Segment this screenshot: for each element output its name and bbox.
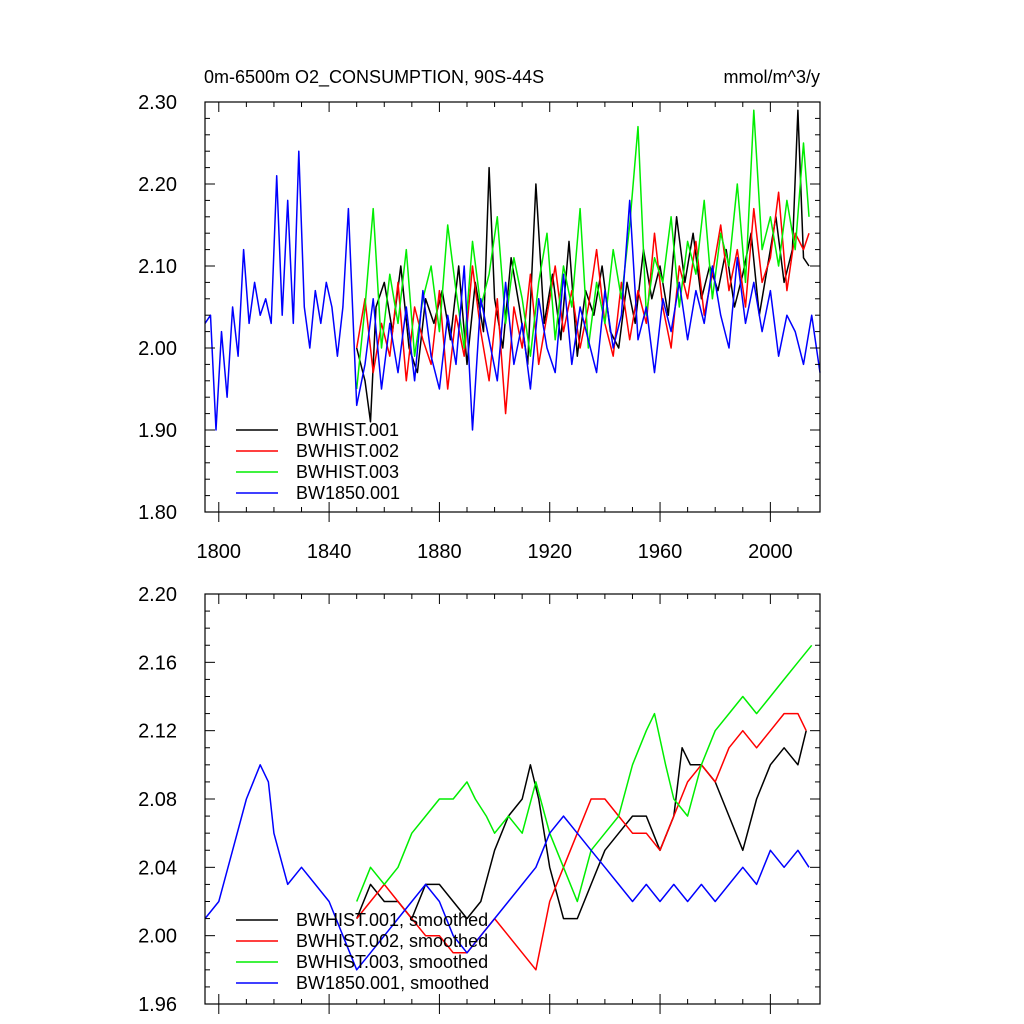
series-line-1-2 [355, 191, 810, 415]
y-tick-label: 2.00 [138, 926, 177, 948]
x-tick-label: 1880 [417, 541, 462, 563]
top-panel-units: mmol/m^3/y [724, 67, 820, 87]
legend-label: BWHIST.002, smoothed [296, 931, 488, 951]
legend-label: BWHIST.003 [296, 462, 399, 482]
y-tick-label: 2.12 [138, 721, 177, 743]
legend-label: BW1850.001 [296, 483, 400, 503]
series-line-1-3 [355, 109, 810, 390]
bottom-panel: 1.96 2.00 2.04 2.08 2.12 2.16 2.20 BWHIST.001, … [138, 584, 821, 1016]
series-line-2-3 [356, 644, 813, 903]
legend-label: BWHIST.002 [296, 441, 399, 461]
series-line-2-1 [356, 730, 807, 920]
x-tick-label: 2000 [748, 541, 793, 563]
y-tick-label: 2.00 [138, 338, 177, 360]
x-tick-label: 1920 [527, 541, 572, 563]
y-tick-label: 2.20 [138, 174, 177, 196]
y-tick-label: 2.08 [138, 789, 177, 811]
plot-frame [204, 101, 821, 513]
y-tick-label: 2.30 [138, 92, 177, 114]
y-tick-label: 1.90 [138, 420, 177, 442]
top-panel-title: 0m-6500m O2_CONSUMPTION, 90S-44S [204, 67, 544, 88]
series-line-2-2 [356, 712, 807, 971]
legend-label: BW1850.001, smoothed [296, 973, 489, 993]
series-line-1-4 [204, 150, 821, 431]
y-tick-label: 2.20 [138, 584, 177, 606]
y-tick-label: 1.80 [138, 502, 177, 524]
y-tick-label: 2.16 [138, 652, 177, 674]
y-tick-label: 1.96 [138, 994, 177, 1016]
top-panel: 0m-6500m O2_CONSUMPTION, 90S-44S mmol/m^… [138, 67, 821, 563]
x-tick-label: 1840 [307, 541, 352, 563]
series-line-2-4 [204, 764, 810, 971]
series-line-1-1 [355, 109, 810, 423]
legend-label: BWHIST.001, smoothed [296, 910, 488, 930]
x-tick-label: 1960 [638, 541, 683, 563]
y-tick-label: 2.10 [138, 256, 177, 278]
legend-label: BWHIST.001 [296, 420, 399, 440]
y-tick-label: 2.04 [138, 857, 177, 879]
x-tick-label: 1800 [197, 541, 242, 563]
legend-label: BWHIST.003, smoothed [296, 952, 488, 972]
